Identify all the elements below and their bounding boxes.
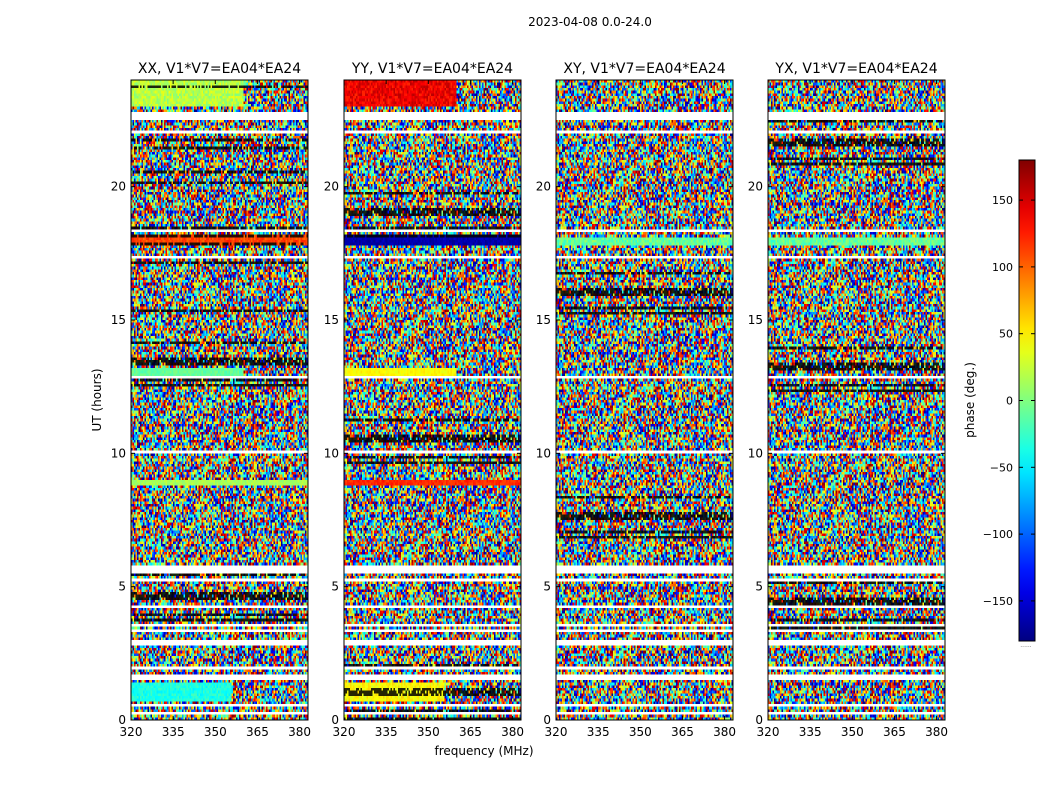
x-tick-label: 350: [417, 725, 440, 739]
y-tick-label: 20: [111, 180, 126, 194]
heatmap-raster-xx: [131, 80, 308, 720]
x-tick-label: 320: [333, 725, 356, 739]
y-tick-label: 5: [118, 580, 126, 594]
colorbar-tick-label: 100: [992, 261, 1013, 274]
y-tick-label: 15: [324, 313, 339, 327]
y-tick-label: 10: [536, 446, 551, 460]
x-tick-label: 365: [883, 725, 906, 739]
panel-xx: XX, V1*V7=EA04*EA24 320 335 350 365 380 0 5 10 15…: [111, 61, 311, 739]
y-tick-label: 10: [324, 446, 339, 460]
y-tick-label: 15: [536, 313, 551, 327]
y-tick-label: 15: [111, 313, 126, 327]
x-tick-label: 380: [501, 725, 524, 739]
y-tick-label: 5: [331, 580, 339, 594]
y-tick-label: 20: [748, 180, 763, 194]
colorbar: −150 −100 −50 0 50 100 150: [983, 159, 1036, 642]
x-tick-label: 320: [757, 725, 780, 739]
y-tick-label: 10: [748, 446, 763, 460]
y-tick-label: 5: [543, 580, 551, 594]
panel-title-xy: XY, V1*V7=EA04*EA24: [563, 61, 725, 77]
panel-frame: [555, 79, 734, 721]
x-tick-label: 335: [799, 725, 822, 739]
figure-suptitle: 2023-04-08 0.0-24.0: [528, 15, 652, 29]
panel-yx: YX, V1*V7=EA04*EA24 320 335 350 365 380 0 5 10 15…: [748, 61, 948, 739]
colorbar-tick-label: 0: [1006, 395, 1013, 408]
x-tick-label: 365: [671, 725, 694, 739]
y-tick-label: 5: [755, 580, 763, 594]
y-tick-label: 0: [118, 713, 126, 727]
x-tick-label: 350: [204, 725, 227, 739]
y-tick-label: 20: [536, 180, 551, 194]
heatmap-raster-yx: [768, 80, 945, 720]
heatmap-raster-xy: [556, 80, 733, 720]
panel-frame: [130, 79, 309, 721]
colorbar-tick-label: −50: [990, 461, 1013, 474]
x-tick-label: 320: [545, 725, 568, 739]
colorbar-tick-label: 150: [992, 194, 1013, 207]
x-tick-label: 380: [713, 725, 736, 739]
y-tick-label: 10: [111, 446, 126, 460]
panels-group: XX, V1*V7=EA04*EA24 320 335 350 365 380 0 5 10 15…: [111, 61, 948, 739]
panel-frame: [767, 79, 946, 721]
heatmap-raster-yy: [344, 80, 521, 720]
y-tick-label: 20: [324, 180, 339, 194]
y-tick-label: 0: [331, 713, 339, 727]
colorbar-label: phase (deg.): [963, 362, 977, 438]
colorbar-tail-label: ......: [1020, 642, 1032, 649]
x-tick-label: 365: [459, 725, 482, 739]
x-axis-label: frequency (MHz): [434, 744, 533, 758]
x-tick-label: 365: [246, 725, 269, 739]
colorbar-tick-label: 50: [999, 328, 1013, 341]
panel-title-xx: XX, V1*V7=EA04*EA24: [138, 61, 301, 77]
panel-title-yx: YX, V1*V7=EA04*EA24: [774, 61, 937, 77]
panel-title-yy: YY, V1*V7=EA04*EA24: [351, 61, 513, 77]
x-tick-label: 350: [629, 725, 652, 739]
y-tick-label: 0: [543, 713, 551, 727]
panel-frame: [343, 79, 522, 721]
y-tick-label: 15: [748, 313, 763, 327]
x-tick-label: 335: [162, 725, 185, 739]
x-tick-label: 350: [841, 725, 864, 739]
colorbar-tick-label: −100: [983, 528, 1013, 541]
x-tick-label: 380: [288, 725, 311, 739]
panel-xy: XY, V1*V7=EA04*EA24 320 335 350 365 380 0 5 10 15…: [536, 61, 736, 739]
x-tick-label: 335: [587, 725, 610, 739]
colorbar-tick-label: −150: [983, 595, 1013, 608]
panel-yy: YY, V1*V7=EA04*EA24 320 335 350 365 380 0 5 10 15…: [324, 61, 524, 739]
x-tick-label: 380: [925, 725, 948, 739]
y-tick-label: 0: [755, 713, 763, 727]
x-tick-label: 335: [375, 725, 398, 739]
x-tick-label: 320: [120, 725, 143, 739]
y-axis-label: UT (hours): [90, 368, 104, 431]
